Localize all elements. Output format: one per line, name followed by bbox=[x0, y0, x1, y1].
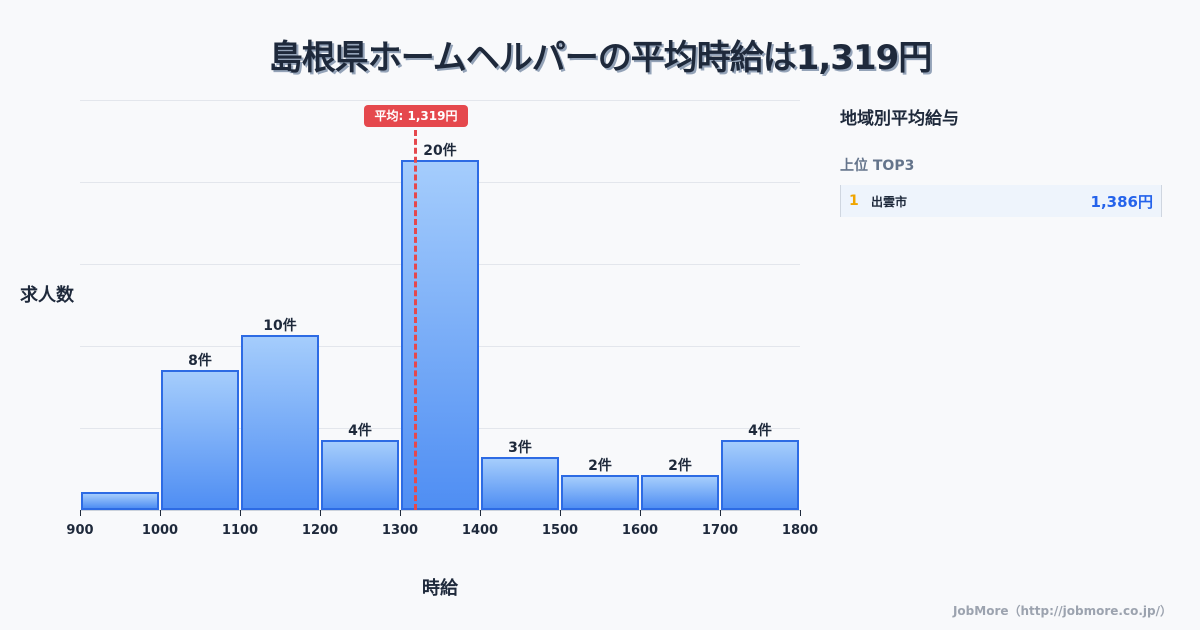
bar-value-label: 2件 bbox=[668, 458, 692, 474]
regional-salary-panel: 地域別平均給与 上位 TOP3 1 出雲市 1,386円 bbox=[840, 104, 1162, 217]
x-tick bbox=[800, 510, 801, 516]
x-tick bbox=[160, 510, 161, 516]
histogram-chart: 8件 10件 4件 20件 3件 2件 2件 4件 900 1000 1100 1200 1300 14… bbox=[20, 100, 818, 599]
bar-value-label: 3件 bbox=[508, 440, 532, 456]
histogram-bar bbox=[641, 475, 719, 510]
rank-city: 出雲市 bbox=[871, 194, 908, 209]
x-tick-label: 1600 bbox=[621, 523, 659, 538]
x-tick-label: 1500 bbox=[541, 523, 579, 538]
average-badge: 平均: 1,319円 bbox=[364, 105, 468, 127]
x-tick-label: 1700 bbox=[701, 523, 739, 538]
x-tick bbox=[480, 510, 481, 516]
source-credit: JobMore（http://jobmore.co.jp/） bbox=[952, 604, 1172, 618]
bar-value-label: 8件 bbox=[188, 353, 212, 369]
rank-number: 1 bbox=[849, 193, 859, 209]
histogram-bar bbox=[321, 440, 399, 510]
histogram-bar bbox=[401, 160, 479, 510]
x-tick-label: 1800 bbox=[781, 523, 819, 538]
x-tick bbox=[240, 510, 241, 516]
rank-row: 1 出雲市 1,386円 bbox=[840, 185, 1162, 217]
bar-value-label: 20件 bbox=[423, 143, 457, 159]
average-line bbox=[414, 130, 417, 510]
rank-value: 1,386円 bbox=[1090, 192, 1153, 211]
x-tick-label: 1200 bbox=[301, 523, 339, 538]
histogram-bar bbox=[241, 335, 319, 510]
histogram-bar bbox=[81, 492, 159, 510]
x-tick-label: 1100 bbox=[221, 523, 259, 538]
bar-value-label: 10件 bbox=[263, 318, 297, 334]
panel-title: 地域別平均給与 bbox=[840, 109, 959, 129]
bar-value-label: 2件 bbox=[588, 458, 612, 474]
histogram-bar bbox=[561, 475, 639, 510]
x-tick bbox=[640, 510, 641, 516]
histogram-bar bbox=[481, 457, 559, 510]
histogram-bar bbox=[161, 370, 239, 510]
x-tick-label: 1300 bbox=[381, 523, 419, 538]
histogram-bar bbox=[721, 440, 799, 510]
x-tick bbox=[400, 510, 401, 516]
x-axis-label: 時給 bbox=[422, 578, 458, 599]
bar-value-label: 4件 bbox=[748, 423, 772, 439]
page-title: 島根県ホームヘルパーの平均時給は1,319円 bbox=[268, 38, 933, 78]
x-tick bbox=[720, 510, 721, 516]
x-axis-line bbox=[80, 510, 800, 511]
y-axis-label: 求人数 bbox=[20, 285, 74, 306]
panel-subtitle: 上位 TOP3 bbox=[840, 158, 915, 174]
x-tick-label: 1400 bbox=[461, 523, 499, 538]
x-tick-label: 1000 bbox=[141, 523, 179, 538]
x-tick bbox=[320, 510, 321, 516]
x-tick bbox=[80, 510, 81, 516]
x-tick-label: 900 bbox=[66, 523, 94, 538]
gridline bbox=[80, 100, 800, 101]
x-tick bbox=[560, 510, 561, 516]
bar-value-label: 4件 bbox=[348, 423, 372, 439]
